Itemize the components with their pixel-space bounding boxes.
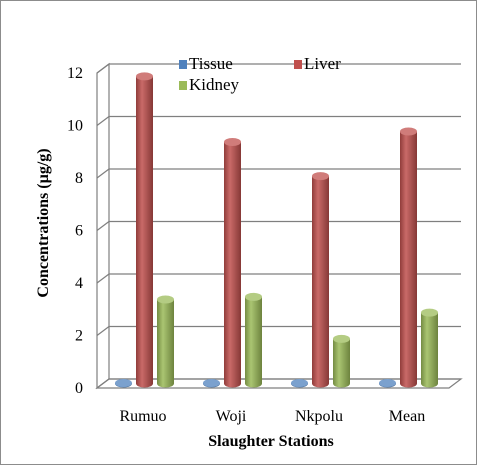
y-tick-label: 0 <box>75 380 83 397</box>
x-tick-label: Mean <box>389 408 425 425</box>
bar-tissue-mean <box>379 378 396 388</box>
y-tick-label: 12 <box>67 65 83 82</box>
grid-line-side <box>96 116 110 126</box>
legend-item-kidney: Kidney <box>179 75 240 94</box>
x-axis-title: Slaughter Stations <box>208 433 334 450</box>
grid-line-side <box>96 273 110 284</box>
grid-line-side <box>96 326 110 336</box>
legend-swatch <box>179 60 187 69</box>
bar-top <box>136 72 153 81</box>
grid-line-side <box>96 168 110 179</box>
grid-line-side <box>96 63 110 74</box>
grid-line-side <box>96 378 110 389</box>
bar-body <box>400 131 417 388</box>
legend: Tissue Liver Kidney <box>179 54 341 94</box>
bar-liver-mean <box>400 127 417 388</box>
y-tick-label: 2 <box>75 328 83 345</box>
y-tick-label: 8 <box>75 170 83 187</box>
bars <box>115 72 438 388</box>
bar-body <box>421 312 438 388</box>
legend-swatch <box>294 60 302 69</box>
bar-tissue-nkpolu <box>291 378 308 388</box>
bar-top <box>421 308 438 317</box>
bar-body <box>245 296 262 388</box>
bar-top <box>157 295 174 304</box>
bar-liver-woji <box>224 138 241 388</box>
bar-kidney-woji <box>245 292 262 388</box>
legend-item-tissue: Tissue <box>179 54 233 73</box>
legend-label: Tissue <box>189 54 233 73</box>
x-tick-labels: Rumuo Woji Nkpolu Mean <box>119 408 425 425</box>
x-tick-label: Nkpolu <box>295 408 343 425</box>
bar-liver-rumuo <box>136 72 153 388</box>
bar-body <box>333 338 350 388</box>
bar-top <box>333 334 350 343</box>
legend-label: Kidney <box>189 75 240 94</box>
bar-top <box>291 378 308 387</box>
legend-item-liver: Liver <box>294 54 341 73</box>
y-tick-label: 6 <box>75 223 83 240</box>
y-tick-labels: 0 2 4 6 8 10 12 <box>67 65 83 397</box>
bar-top <box>400 127 417 136</box>
x-tick-label: Woji <box>216 408 247 425</box>
bar-top <box>224 138 241 146</box>
bar-body <box>312 176 329 388</box>
bar-tissue-rumuo <box>115 378 132 388</box>
legend-swatch <box>179 81 187 90</box>
bar-liver-nkpolu <box>312 172 329 388</box>
legend-label: Liver <box>304 54 341 73</box>
y-tick-label: 10 <box>67 118 83 135</box>
bar-top <box>379 378 396 387</box>
bar-top <box>203 378 220 387</box>
bar-tissue-woji <box>203 378 220 388</box>
bar-kidney-rumuo <box>157 295 174 388</box>
bar-body <box>224 142 241 388</box>
bar-body <box>136 76 153 388</box>
grid-line-side <box>96 221 110 231</box>
bar-top <box>115 378 132 387</box>
bar-top <box>245 292 262 301</box>
bar-top <box>312 172 329 181</box>
y-axis-title: Concentrations (µg/g) <box>35 148 52 297</box>
x-tick-label: Rumuo <box>119 408 166 425</box>
bar-kidney-mean <box>421 308 438 388</box>
bar-body <box>157 299 174 388</box>
y-tick-label: 4 <box>75 275 83 292</box>
bar-kidney-nkpolu <box>333 334 350 388</box>
